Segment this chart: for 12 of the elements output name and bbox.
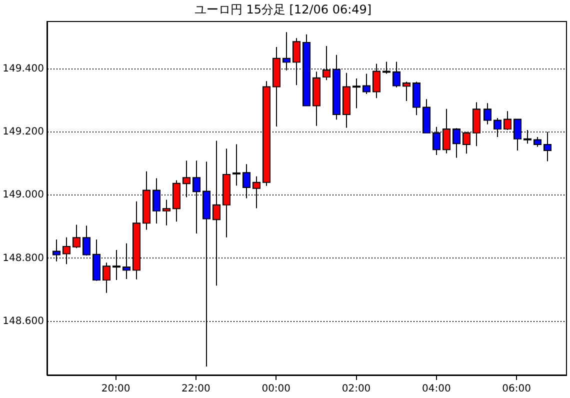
x-tick-label: 06:00 (502, 384, 531, 395)
x-tick-label: 02:00 (342, 384, 371, 395)
y-tick-label: 148.600 (2, 316, 44, 327)
chart-title: ユーロ円 15分足 [12/06 06:49] (194, 2, 372, 16)
x-tick-label: 00:00 (262, 384, 291, 395)
y-tick-label: 148.800 (2, 252, 44, 264)
x-tick-label: 04:00 (422, 384, 451, 395)
y-tick-label: 149.400 (2, 63, 44, 74)
y-tick-label: 149.000 (2, 190, 44, 201)
x-tick-label: 22:00 (182, 384, 210, 395)
y-tick-label: 149.200 (2, 126, 44, 138)
x-tick-label: 20:00 (101, 384, 130, 395)
